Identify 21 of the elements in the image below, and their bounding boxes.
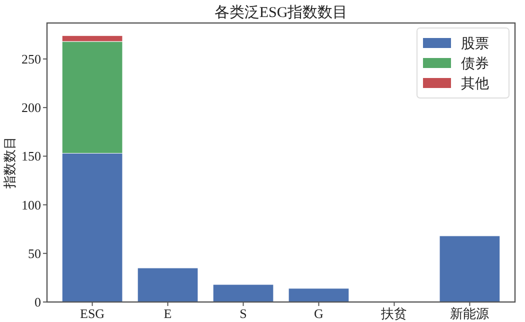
x-tick-label: 扶贫 <box>380 306 408 321</box>
x-tick-label: E <box>164 306 172 321</box>
x-tick-label: 新能源 <box>450 306 490 321</box>
legend-label: 债券 <box>461 56 489 72</box>
y-tick-label: 200 <box>22 100 41 116</box>
x-tick-label: S <box>240 306 247 321</box>
bar <box>439 236 500 302</box>
bar <box>212 284 274 302</box>
legend-label: 其他 <box>461 76 489 92</box>
x-tick-label: G <box>314 306 324 321</box>
x-tick-label: ESG <box>80 306 105 321</box>
chart-title: 各类泛ESG指数数目 <box>214 4 348 21</box>
bar <box>137 268 198 302</box>
legend-label: 股票 <box>461 36 489 52</box>
bar <box>288 288 350 302</box>
y-tick-label: 50 <box>28 246 41 261</box>
y-tick-label: 100 <box>22 197 41 212</box>
y-axis-title: 指数数目 <box>2 136 17 190</box>
y-tick-label: 0 <box>34 294 41 310</box>
y-tick-label: 250 <box>22 51 41 66</box>
y-tick-label: 150 <box>22 148 41 164</box>
